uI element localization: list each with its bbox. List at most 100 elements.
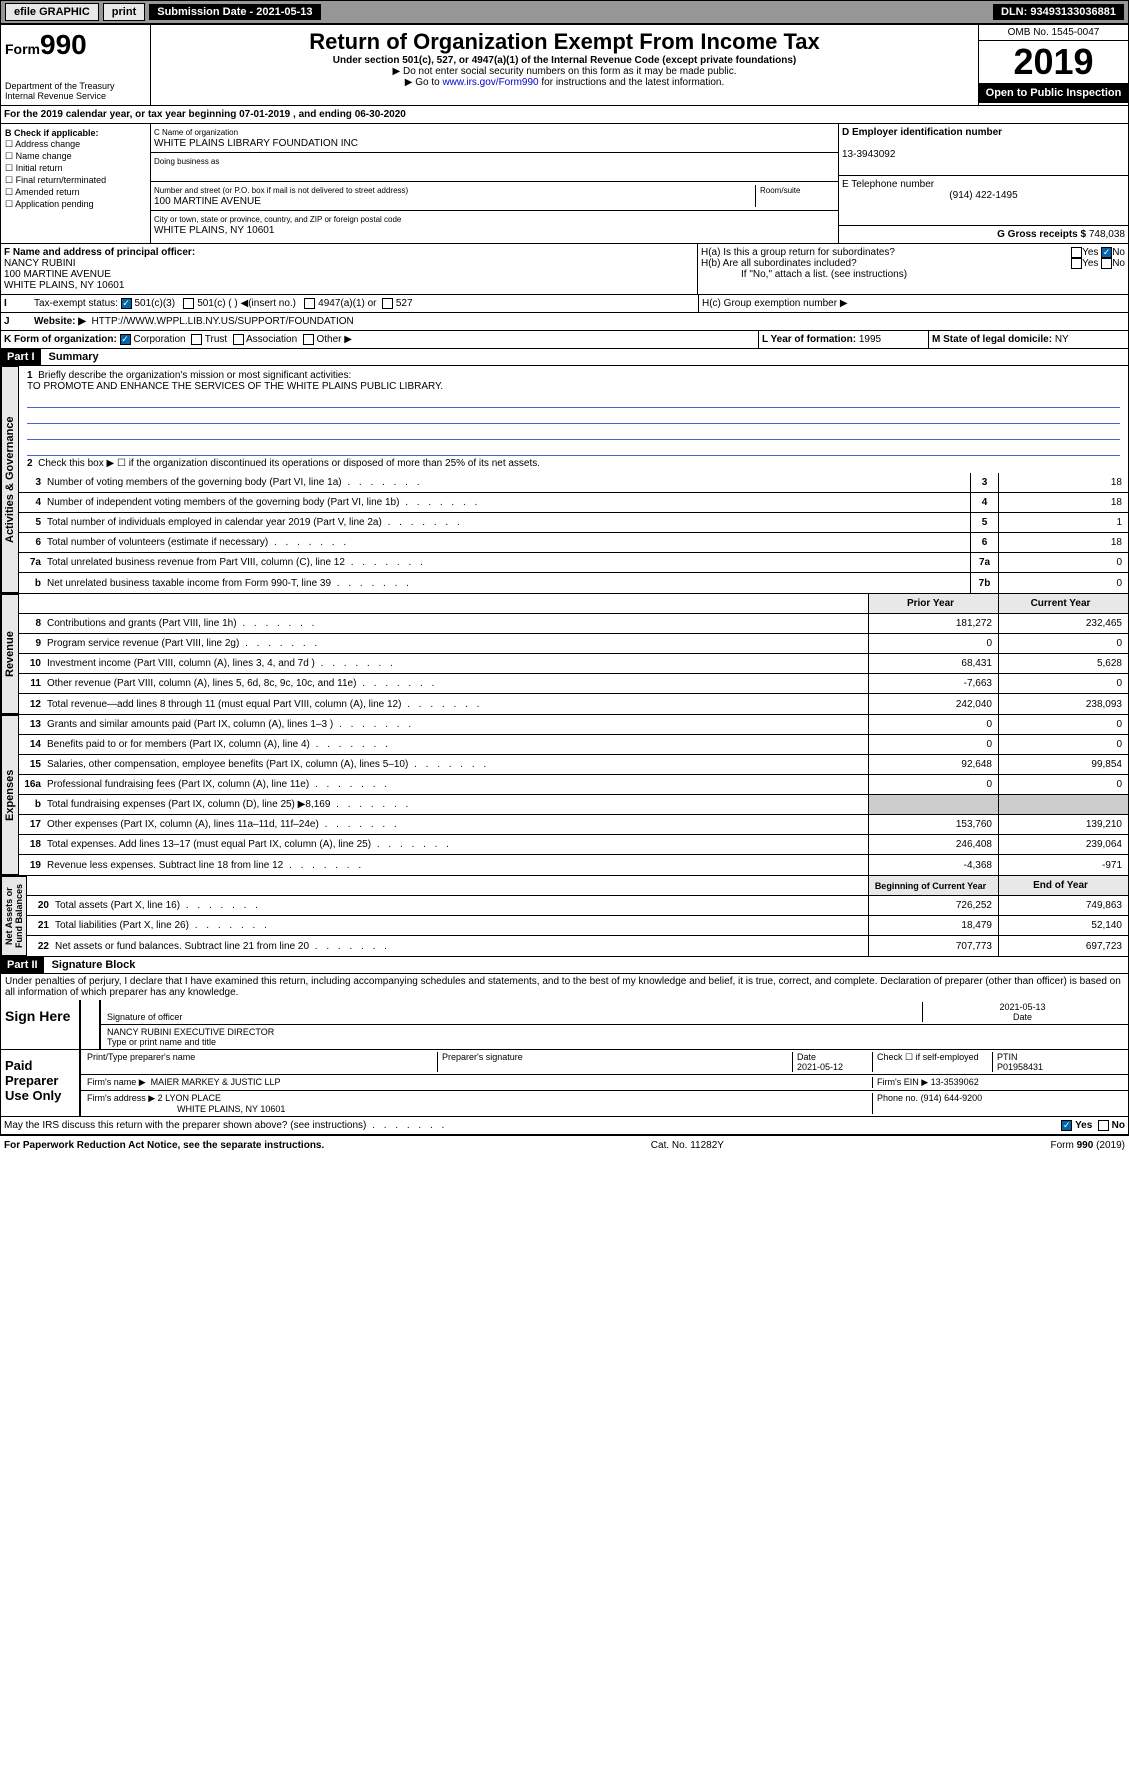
ein: 13-3943092 [842,149,895,160]
form-number: Form990 [5,29,146,61]
revenue-section: Revenue Prior YearCurrent Year 8Contribu… [0,594,1129,715]
ptin: P01958431 [997,1062,1043,1072]
line-11: 11Other revenue (Part VIII, column (A), … [19,674,1128,694]
state-domicile: NY [1055,334,1069,345]
sign-date: 2021-05-13 [999,1002,1045,1012]
chk-assoc[interactable] [233,334,244,345]
firm-addr: 2 LYON PLACE [158,1093,221,1103]
omb-number: OMB No. 1545-0047 [979,25,1128,41]
line-5: 5Total number of individuals employed in… [19,513,1128,533]
line-8: 8Contributions and grants (Part VIII, li… [19,614,1128,634]
period-row: For the 2019 calendar year, or tax year … [0,106,1129,124]
print-button[interactable]: print [103,3,145,21]
org-city: WHITE PLAINS, NY 10601 [154,225,274,236]
chk-pending[interactable]: ☐ Application pending [5,199,146,210]
subtitle-3: ▶ Go to www.irs.gov/Form990 for instruct… [155,77,974,88]
line-22: 22Net assets or fund balances. Subtract … [27,936,1128,956]
line-b: bTotal fundraising expenses (Part IX, co… [19,795,1128,815]
line-14: 14Benefits paid to or for members (Part … [19,735,1128,755]
box-c: C Name of organizationWHITE PLAINS LIBRA… [151,124,838,243]
line-b: bNet unrelated business taxable income f… [19,573,1128,593]
chk-address[interactable]: ☐ Address change [5,139,146,150]
chk-501c[interactable] [183,298,194,309]
chk-name[interactable]: ☐ Name change [5,151,146,162]
section-i: I Tax-exempt status: 501(c)(3) 501(c) ( … [0,295,1129,313]
chk-amended[interactable]: ☐ Amended return [5,187,146,198]
chk-527[interactable] [382,298,393,309]
vtab-expenses: Expenses [1,715,19,875]
tax-year: 2019 [979,41,1128,83]
chk-final[interactable]: ☐ Final return/terminated [5,175,146,186]
year-formation: 1995 [859,334,881,345]
part1-header: Part ISummary [0,349,1129,366]
period-text: For the 2019 calendar year, or tax year … [1,106,409,123]
ha-yes[interactable] [1071,247,1082,258]
part2-header: Part IISignature Block [0,957,1129,974]
chk-trust[interactable] [191,334,202,345]
discuss-row: May the IRS discuss this return with the… [0,1117,1129,1135]
section-f-h: F Name and address of principal officer:… [0,244,1129,295]
line-20: 20Total assets (Part X, line 16)726,2527… [27,896,1128,916]
hb-yes[interactable] [1071,258,1082,269]
sign-here-block: Sign Here Signature of officer2021-05-13… [0,1000,1129,1050]
chk-corp[interactable] [120,334,131,345]
dept-treasury: Department of the Treasury Internal Reve… [5,81,146,101]
irs-link[interactable]: www.irs.gov/Form990 [442,77,538,88]
paid-preparer-label: Paid Preparer Use Only [1,1050,81,1116]
org-name: WHITE PLAINS LIBRARY FOUNDATION INC [154,138,358,149]
firm-name: MAIER MARKEY & JUSTIC LLP [151,1077,281,1087]
box-b: B Check if applicable: ☐ Address change … [1,124,151,243]
paid-preparer-block: Paid Preparer Use Only Print/Type prepar… [0,1050,1129,1117]
line-9: 9Program service revenue (Part VIII, lin… [19,634,1128,654]
line-4: 4Number of independent voting members of… [19,493,1128,513]
line-13: 13Grants and similar amounts paid (Part … [19,715,1128,735]
line-18: 18Total expenses. Add lines 13–17 (must … [19,835,1128,855]
firm-phone: (914) 644-9200 [921,1093,983,1103]
chk-other[interactable] [303,334,314,345]
dln: DLN: 93493133036881 [993,4,1124,20]
line-19: 19Revenue less expenses. Subtract line 1… [19,855,1128,875]
sign-here-label: Sign Here [1,1000,81,1049]
discuss-no[interactable] [1098,1120,1109,1131]
subtitle-1: Under section 501(c), 527, or 4947(a)(1)… [155,55,974,66]
firm-ein: 13-3539062 [931,1077,979,1087]
chk-4947[interactable] [304,298,315,309]
form-footer: Form 990 (2019) [1051,1140,1125,1151]
cat-no: Cat. No. 11282Y [651,1140,724,1151]
open-inspection: Open to Public Inspection [979,83,1128,103]
line-10: 10Investment income (Part VIII, column (… [19,654,1128,674]
dba-label: Doing business as [154,157,219,166]
box-d-e-g: D Employer identification number13-39430… [838,124,1128,243]
section-j: J Website: ▶ HTTP://WWW.WPPL.LIB.NY.US/S… [0,313,1129,331]
website: HTTP://WWW.WPPL.LIB.NY.US/SUPPORT/FOUNDA… [92,316,354,327]
line-7a: 7aTotal unrelated business revenue from … [19,553,1128,573]
netassets-section: Net Assets or Fund Balances Beginning of… [0,876,1129,957]
vtab-netassets: Net Assets or Fund Balances [1,876,27,956]
efile-button[interactable]: efile GRAPHIC [5,3,99,21]
subtitle-2: ▶ Do not enter social security numbers o… [155,66,974,77]
gross-receipts: 748,038 [1089,229,1125,240]
ha-no[interactable] [1101,247,1112,258]
line-12: 12Total revenue—add lines 8 through 11 (… [19,694,1128,714]
org-address: 100 MARTINE AVENUE [154,196,261,207]
prep-date: 2021-05-12 [797,1062,843,1072]
form-header: Form990 Department of the Treasury Inter… [0,24,1129,106]
vtab-governance: Activities & Governance [1,366,19,593]
chk-501c3[interactable] [121,298,132,309]
section-k-l-m: K Form of organization: Corporation Trus… [0,331,1129,349]
governance-section: Activities & Governance 1 Briefly descri… [0,366,1129,594]
line-6: 6Total number of volunteers (estimate if… [19,533,1128,553]
line-16a: 16aProfessional fundraising fees (Part I… [19,775,1128,795]
vtab-revenue: Revenue [1,594,19,714]
form-title: Return of Organization Exempt From Incom… [155,29,974,55]
chk-initial[interactable]: ☐ Initial return [5,163,146,174]
discuss-yes[interactable] [1061,1120,1072,1131]
perjury-text: Under penalties of perjury, I declare th… [0,974,1129,1000]
officer-addr2: WHITE PLAINS, NY 10601 [4,280,124,291]
hb-no[interactable] [1101,258,1112,269]
top-toolbar: efile GRAPHIC print Submission Date - 20… [0,0,1129,24]
officer-name: NANCY RUBINI [4,258,76,269]
section-a-to-g: B Check if applicable: ☐ Address change … [0,124,1129,244]
submission-date: Submission Date - 2021-05-13 [149,4,320,20]
line-17: 17Other expenses (Part IX, column (A), l… [19,815,1128,835]
